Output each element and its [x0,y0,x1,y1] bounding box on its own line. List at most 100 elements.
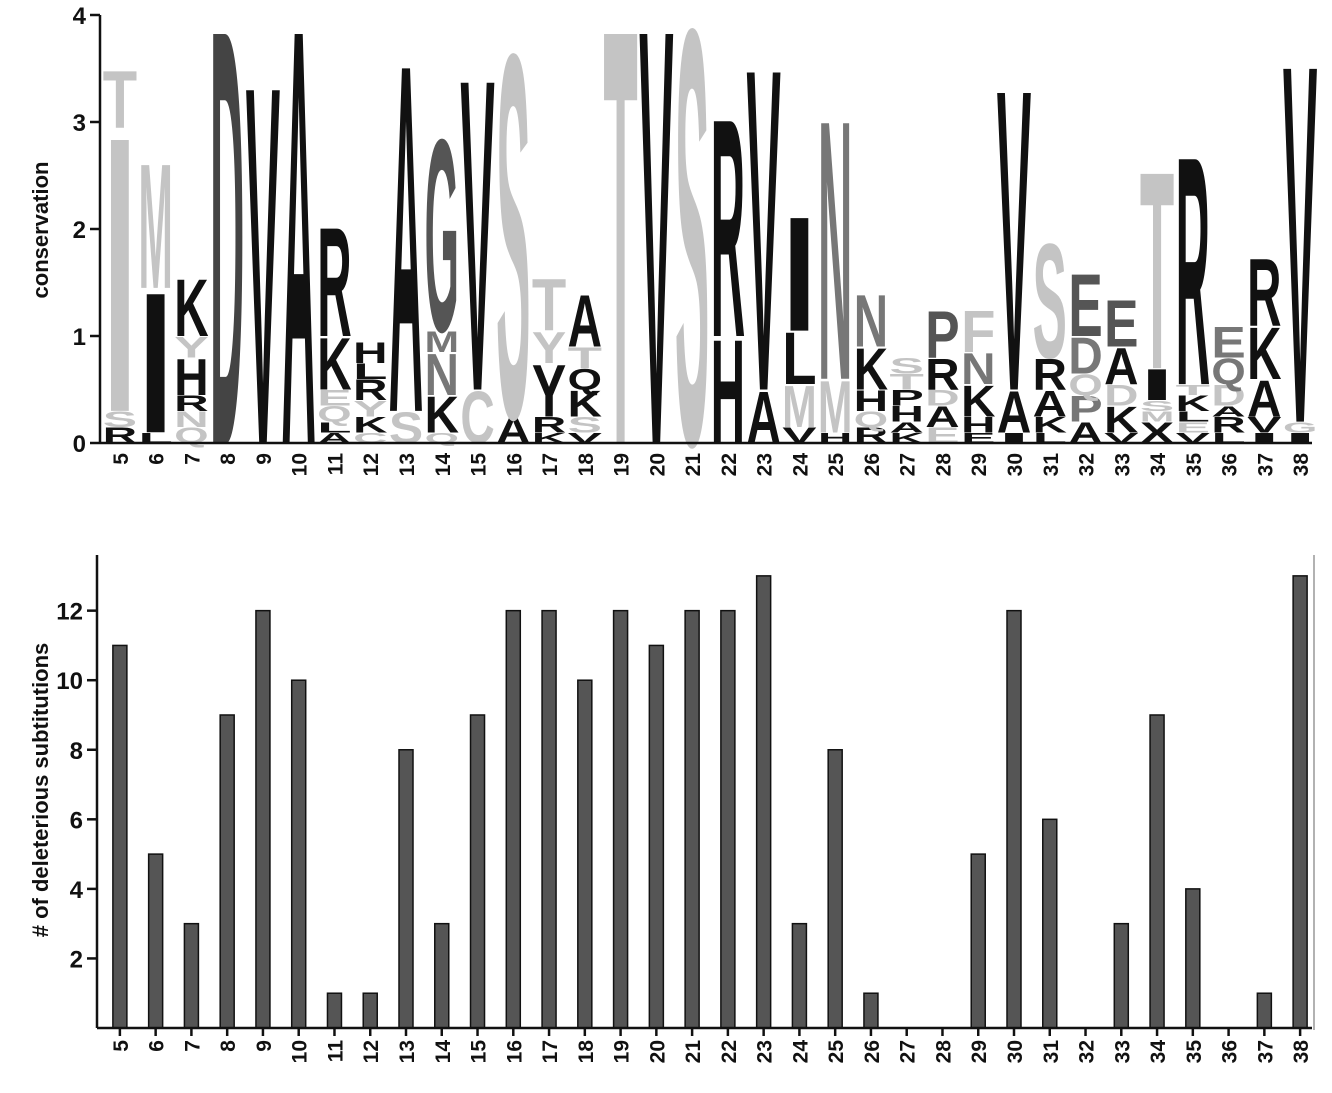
logo-letter: K [353,413,388,438]
logo-letter: D [1068,326,1102,385]
y-tick-label: 3 [73,110,86,137]
bar [755,575,772,1029]
logo-letter: A [1211,403,1245,420]
logo-letter: V [746,0,781,488]
bar [505,609,522,1029]
logo-letter: A [496,411,530,452]
x-tick-label: 24 [789,453,812,477]
y-axis-label: # of deleterious subtitutions [28,643,53,938]
logo-letter: S [496,0,530,527]
x-tick-label: 7 [181,453,204,465]
logo-letter: K [568,384,603,425]
logo-letter: H [854,384,888,418]
x-tick-label: 13 [396,1040,419,1063]
x-tick-label: 28 [932,1040,955,1064]
x-tick-label: 21 [682,1040,705,1064]
x-tick-label: 37 [1254,453,1277,476]
bar [541,609,557,1029]
bar [1042,818,1058,1029]
x-tick-label: 29 [968,1040,991,1063]
logo-letter: A [746,377,780,460]
bar [1185,888,1201,1029]
bar [290,679,307,1029]
logo-letter: T [532,265,566,348]
x-tick-label: 36 [1219,1040,1242,1063]
x-tick-label: 31 [1040,1040,1063,1064]
x-tick-label: 31 [1040,453,1063,477]
x-tick-label: 38 [1290,1040,1313,1064]
logo-letter: E [1104,287,1138,361]
logo-letter: Y [353,397,387,422]
x-tick-label: 12 [360,453,383,476]
x-tick-label: 30 [1004,453,1027,476]
bar [720,609,736,1029]
logo-letter: K [854,336,888,403]
bar [1256,992,1273,1029]
logo-letter: H [353,336,387,370]
logo-letter: A [1104,337,1138,396]
logo-letter: K [425,385,460,444]
logo-letter: M [138,127,172,326]
x-tick-label: 23 [754,1040,777,1063]
logo-letter: M [818,366,852,449]
logo-letter: Y [532,350,566,433]
logo-letter: I [103,56,137,495]
y-tick-label: 12 [56,599,83,626]
logo-letter: A [890,419,924,436]
logo-letter: T [568,341,603,375]
logo-letter: Y [174,330,208,364]
x-tick-label: 22 [718,453,741,476]
bar [1113,922,1130,1029]
logo-letter: L [317,419,351,436]
logo-letter: I [1140,360,1174,409]
x-tick-label: 18 [575,1040,598,1064]
logo-letter: S [568,413,602,438]
logo-letter: N [425,341,459,408]
y-tick-label: 8 [70,738,83,765]
bar [469,714,486,1029]
logo-letter: T [1140,113,1174,428]
x-tick-label: 27 [897,453,920,476]
logo-letter: I [138,251,172,475]
y-axis-label: conservation [28,162,53,299]
logo-letter: K [1033,413,1068,438]
logo-letter: E [1176,419,1210,436]
logo-letter: T [103,55,137,146]
x-tick-label: 35 [1183,1040,1206,1064]
x-tick-label: 14 [432,453,455,477]
logo-letter: S [1140,397,1174,414]
x-tick-label: 8 [217,1040,240,1052]
x-tick-label: 6 [146,1040,169,1052]
logo-letter: A [1247,369,1281,428]
logo-letter: A [925,400,959,434]
logo-letter: L [353,359,387,384]
logo-letter: T [1176,381,1210,398]
bar [112,644,128,1029]
logo-letter: K [961,376,995,425]
logo-letter: V [1247,413,1282,438]
x-tick-label: 34 [1147,453,1170,477]
x-tick-label: 26 [861,1040,884,1063]
bar [398,749,414,1029]
logo-letter: E [1068,257,1102,356]
x-tick-label: 5 [110,1040,133,1052]
logo-letter: D [1104,378,1138,412]
logo-letter: M [782,373,816,440]
logo-letter: R [1033,350,1067,399]
logo-letter: R [353,373,387,407]
bar [147,853,164,1029]
x-tick-label: 34 [1147,1040,1170,1064]
bar [434,922,450,1029]
logo-letter: V [639,0,674,570]
logo-letter: G [425,81,459,389]
x-tick-label: 26 [861,453,884,476]
x-tick-label: 36 [1219,453,1242,476]
x-tick-label: 23 [754,453,777,476]
logo-letter: H [961,413,995,438]
logo-letter: Q [1068,368,1102,402]
x-tick-label: 33 [1111,453,1134,476]
y-tick-label: 2 [70,946,83,973]
bar [1149,714,1165,1029]
x-tick-label: 28 [932,453,955,477]
logo-letter: D [925,386,959,411]
